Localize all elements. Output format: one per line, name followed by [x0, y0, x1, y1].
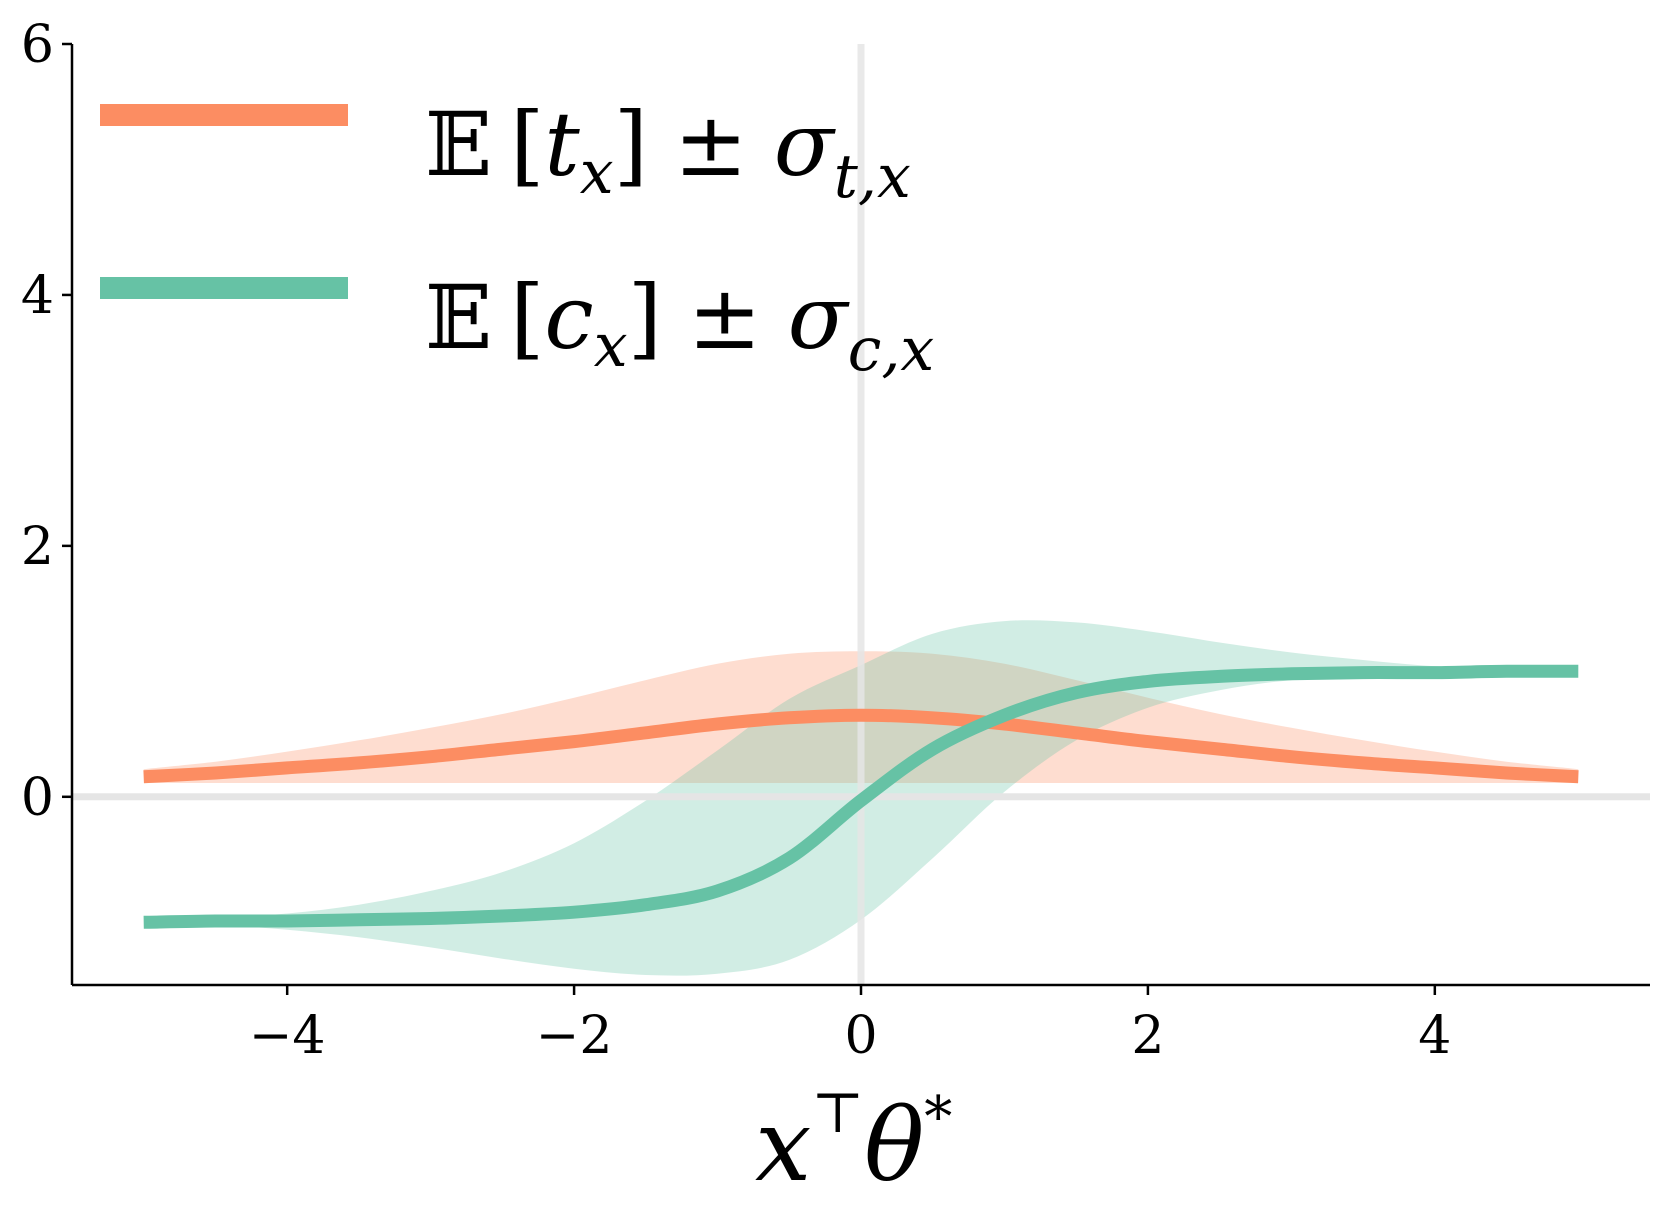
y-tick-label: 2	[21, 517, 54, 577]
y-tick-label: 6	[21, 15, 54, 75]
x-tick-label: 4	[1418, 1006, 1451, 1066]
series-lines	[143, 664, 1579, 929]
x-ticks: −4 −2 0 2 4	[249, 985, 1451, 1066]
legend: 𝔼 [tx] ± σt,x 𝔼 [cx] ± σc,x	[100, 93, 934, 385]
y-tick-label: 0	[21, 768, 54, 828]
y-ticks: 0 2 4 6	[21, 15, 72, 828]
legend-label-control: 𝔼 [cx] ± σc,x	[425, 266, 934, 385]
line-series-1	[143, 664, 1579, 929]
x-axis-label: x⊤θ*	[755, 1081, 952, 1204]
y-tick-label: 4	[21, 266, 54, 326]
x-tick-label: 2	[1131, 1006, 1164, 1066]
legend-label-treatment: 𝔼 [tx] ± σt,x	[425, 93, 911, 212]
x-tick-label: −2	[536, 1006, 613, 1066]
line-series-0	[143, 708, 1579, 784]
x-tick-label: −4	[249, 1006, 326, 1066]
x-tick-label: 0	[844, 1006, 877, 1066]
